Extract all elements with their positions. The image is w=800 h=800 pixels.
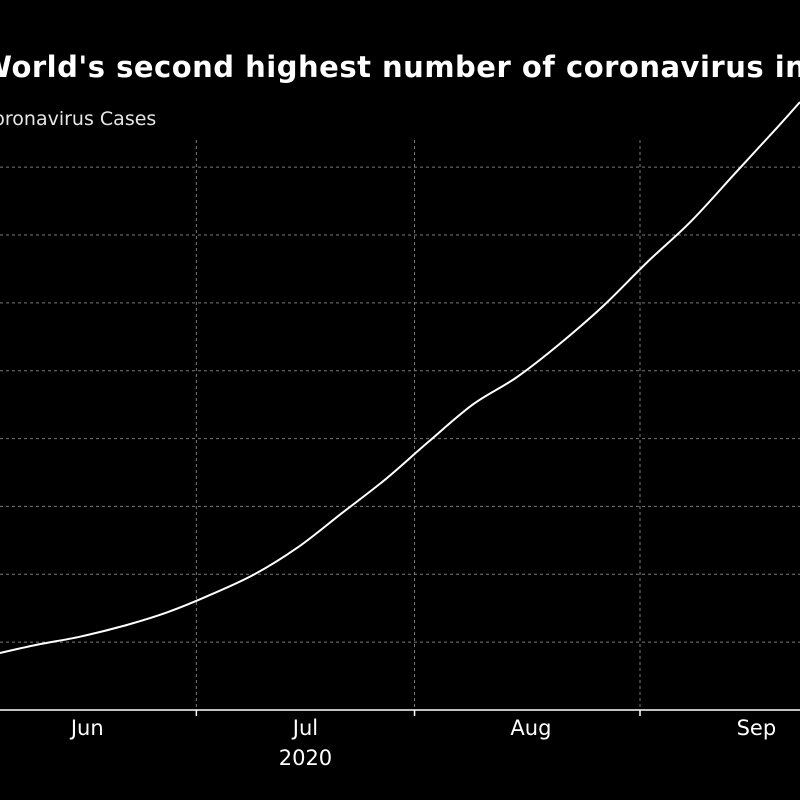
x-axis-year-label: 2020 <box>279 746 332 770</box>
x-tick-label-aug: Aug <box>510 716 551 740</box>
x-tick-label-sep: Sep <box>737 716 777 740</box>
x-tick-label-jul: Jul <box>291 716 318 740</box>
chart-subtitle: Coronavirus Cases <box>0 108 157 130</box>
horizontal-gridlines <box>0 166 800 643</box>
cases-series-line <box>0 101 800 654</box>
x-tick-label-jun: Jun <box>69 716 104 740</box>
chart-title: World's second highest number of coronav… <box>0 50 800 84</box>
x-axis-ticks <box>195 710 641 716</box>
vertical-gridlines <box>195 140 641 710</box>
x-axis-tick-labels: Jun Jul Aug Sep <box>69 716 776 740</box>
